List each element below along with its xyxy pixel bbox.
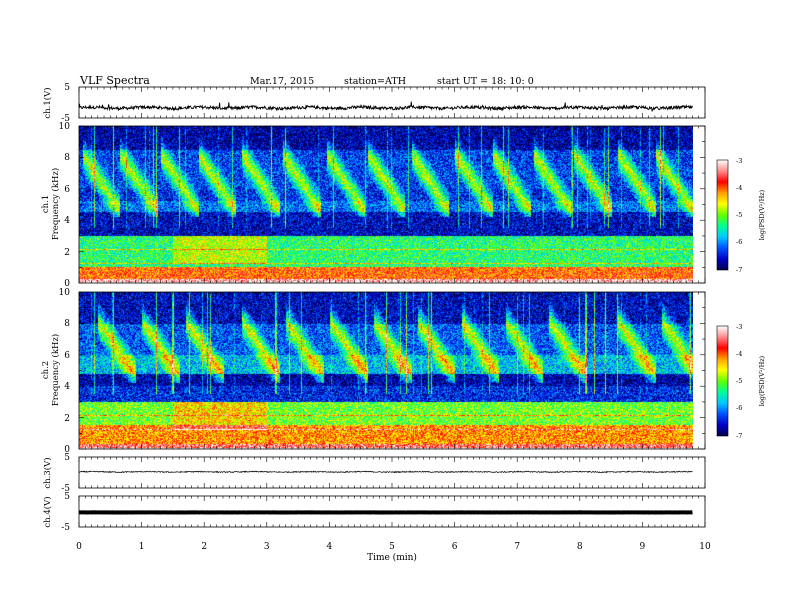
ch4-ytick-top: 5 <box>64 492 70 502</box>
ch1-ytick-10: 10 <box>59 122 71 132</box>
ch2-ytick-4: 4 <box>64 382 70 392</box>
ch1-ytick-4: 4 <box>64 216 70 226</box>
ch2-ytick-0: 0 <box>64 445 70 455</box>
header-start-time: start UT = 18: 10: 0 <box>437 76 534 87</box>
ch2-colorbar <box>716 325 729 437</box>
ch1-waveform-panel: 5 -5 ch.1(V) <box>42 83 706 124</box>
ch3-waveform-ylabel: ch.3(V) <box>42 457 53 488</box>
figure-title: VLF Spectra <box>79 74 150 87</box>
ch2-colorbar-label: log(PSD(V²/Hz) <box>758 355 766 406</box>
ch1-frequency-ticks <box>79 125 705 284</box>
ch1-spectrogram-panel: 10 8 6 4 2 0 ch.1 Frequency (kHz) -3 -4 … <box>41 122 766 289</box>
ch1-ytick-8: 8 <box>64 153 70 163</box>
ch1-cb-tick-m6: -6 <box>736 238 742 246</box>
ch3-waveform-panel: 5 -5 ch.3(V) <box>42 453 706 494</box>
ch1-cb-tick-m3: -3 <box>736 157 742 165</box>
time-axis-tick-labels: 0 1 2 3 4 5 6 7 8 9 10 <box>76 542 711 552</box>
time-tick-3: 3 <box>264 542 270 552</box>
ch1-spectrogram-image <box>79 126 693 283</box>
header-station: station=ATH <box>344 76 406 87</box>
ch4-waveform-panel: 5 -5 ch.4(V) <box>42 492 706 533</box>
ch2-cb-tick-m6: -6 <box>736 404 742 412</box>
ch1-frequency-label: Frequency (kHz) <box>50 168 61 240</box>
ch2-ytick-6: 6 <box>64 351 70 361</box>
ch2-spectrogram-time-ticks <box>78 292 706 449</box>
ch1-cb-tick-m5: -5 <box>736 211 742 219</box>
time-tick-8: 8 <box>577 542 583 552</box>
time-axis-label: Time (min) <box>367 552 417 563</box>
ch2-cb-tick-m3: -3 <box>736 323 742 331</box>
ch1-colorbar <box>716 159 729 271</box>
ch2-cb-tick-m7: -7 <box>736 432 742 440</box>
ch1-ytick-6: 6 <box>64 185 70 195</box>
ch2-frequency-ticks <box>79 291 705 450</box>
ch2-frequency-label: Frequency (kHz) <box>50 334 61 406</box>
ch1-ytick-2: 2 <box>64 248 70 258</box>
ch3-ytick-bottom: -5 <box>61 484 70 494</box>
header-date: Mar.17, 2015 <box>250 76 314 87</box>
ch3-waveform-time-ticks <box>78 457 706 488</box>
ch3-ytick-top: 5 <box>64 453 70 463</box>
ch2-spectrogram-image <box>79 292 693 449</box>
ch4-ytick-bottom: -5 <box>61 523 70 533</box>
time-tick-7: 7 <box>514 542 520 552</box>
ch2-ytick-8: 8 <box>64 319 70 329</box>
ch3-waveform-trace <box>78 470 693 474</box>
ch1-spectrogram-time-ticks <box>78 126 706 283</box>
time-tick-6: 6 <box>452 542 458 552</box>
time-tick-0: 0 <box>76 542 82 552</box>
ch1-cb-tick-m7: -7 <box>736 266 742 274</box>
ch1-waveform-trace <box>78 101 693 112</box>
ch2-channel-label: ch.2 <box>41 361 51 379</box>
ch2-cb-tick-m4: -4 <box>736 350 742 358</box>
ch1-ytick-0: 0 <box>64 279 70 289</box>
ch2-ytick-2: 2 <box>64 414 70 424</box>
ch2-spectrogram-panel: 10 8 6 4 2 0 ch.2 Frequency (kHz) -3 -4 … <box>41 288 766 455</box>
ch1-channel-label: ch.1 <box>41 195 51 213</box>
ch2-ytick-10: 10 <box>59 288 71 298</box>
ch1-cb-tick-m4: -4 <box>736 184 742 192</box>
time-tick-4: 4 <box>327 542 333 552</box>
ch4-waveform-ylabel: ch.4(V) <box>42 496 53 527</box>
ch4-waveform-time-ticks <box>78 496 706 527</box>
ch2-cb-tick-m5: -5 <box>736 377 742 385</box>
ch1-ytick-bottom: -5 <box>61 114 70 124</box>
time-tick-5: 5 <box>389 542 395 552</box>
ch1-ytick-top: 5 <box>64 83 70 93</box>
ch1-waveform-time-ticks <box>78 87 706 118</box>
time-tick-10: 10 <box>699 542 711 552</box>
time-tick-9: 9 <box>640 542 646 552</box>
ch1-colorbar-label: log(PSD(V²/Hz) <box>758 189 766 240</box>
time-tick-2: 2 <box>201 542 207 552</box>
time-tick-1: 1 <box>139 542 145 552</box>
ch1-waveform-ylabel: ch.1(V) <box>42 87 53 118</box>
